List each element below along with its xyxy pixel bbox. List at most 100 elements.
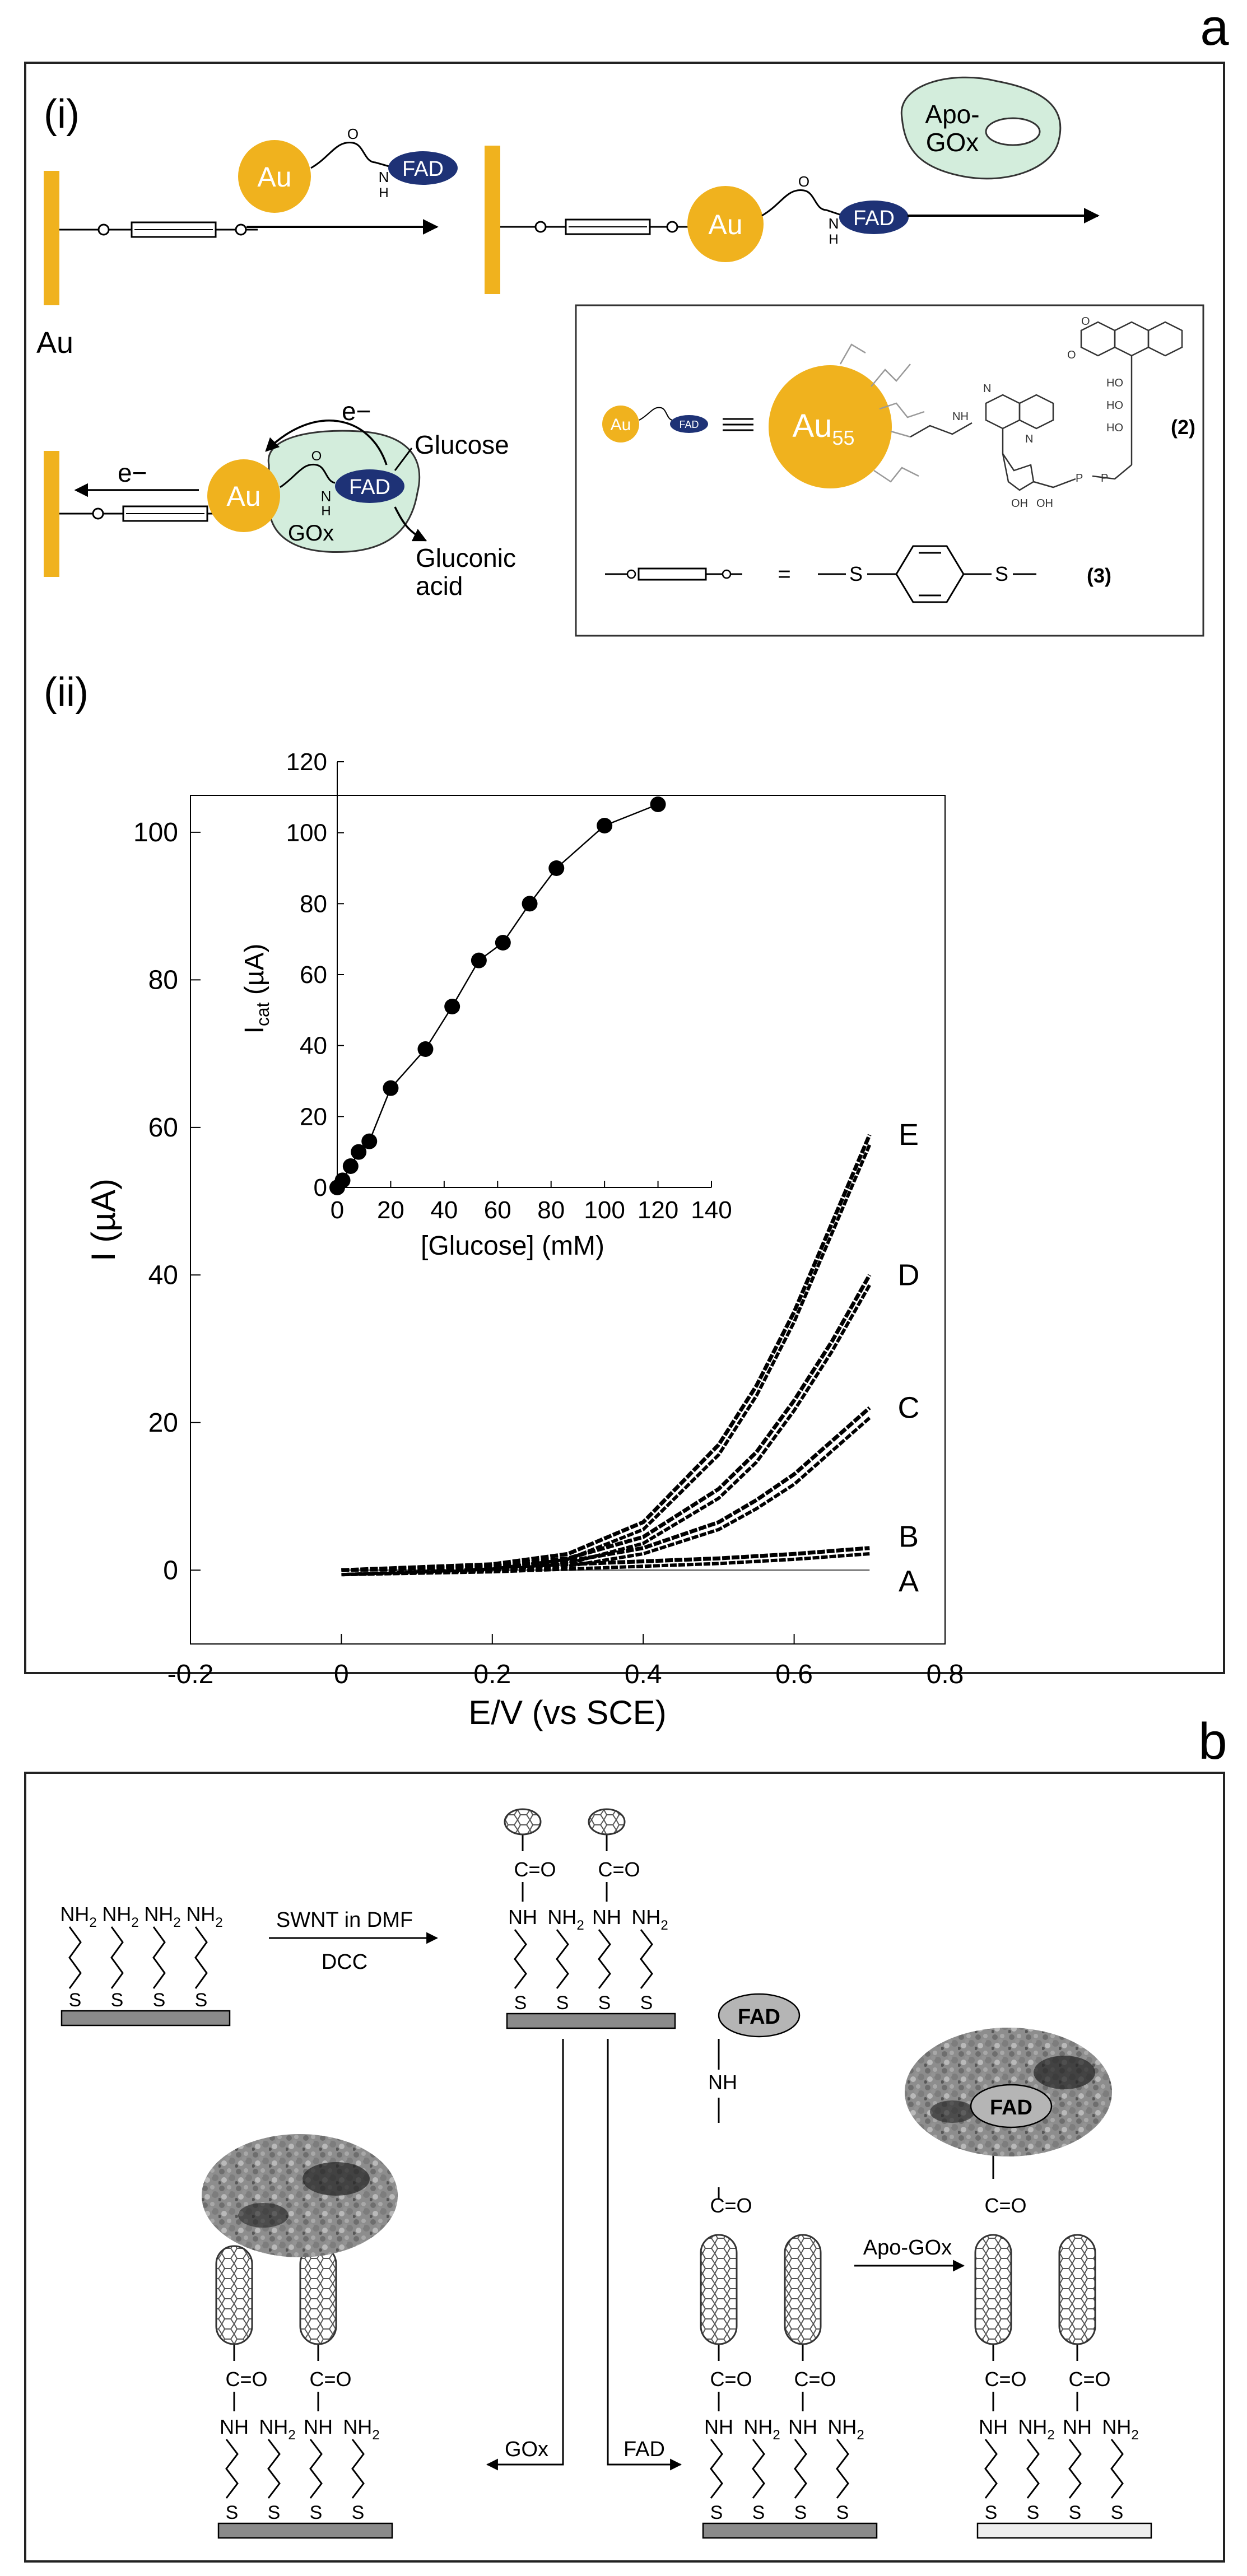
inset-y-tick-label: 20 [300, 1103, 327, 1130]
nh-label: NH [508, 1906, 537, 1928]
alkyl-chain [194, 1926, 208, 1989]
cv-series-E-forward [341, 1134, 872, 1572]
inset-data-point [417, 1041, 434, 1057]
inset-data-point [650, 796, 666, 812]
alkyl-chain [752, 2439, 765, 2499]
nh-label: NH [704, 2415, 733, 2438]
s-label: S [1111, 2502, 1124, 2523]
cv-chart: -0.2 0 0.2 0.4 0.6 0.8 0 20 40 60 80 100 AB C D E E/V … [85, 795, 964, 1731]
svg-text:OH: OH [1011, 497, 1028, 510]
nh2-label: NH2 [144, 1903, 180, 1930]
cv-series-C-return [341, 1417, 871, 1577]
inset-y-tick-label: 40 [300, 1032, 327, 1060]
inset-y-tick-label: 0 [314, 1174, 327, 1201]
inset-x-tick-label: 140 [691, 1196, 732, 1224]
alkyl-chain [556, 1929, 569, 1989]
svg-text:S: S [849, 562, 863, 585]
alkyl-chain [309, 2439, 323, 2499]
s-label: S [352, 2502, 365, 2523]
alkyl-chain [598, 1929, 611, 1989]
s-label: S [836, 2502, 849, 2523]
nh2-label: NH2 [259, 2415, 295, 2443]
alkyl-chain [1068, 2439, 1082, 2499]
nh-label: NH [592, 1906, 621, 1928]
nh2-label: NH2 [631, 1906, 668, 1933]
inset-x-tick-label: 80 [537, 1196, 565, 1224]
inset-x-tick-label: 60 [484, 1196, 511, 1224]
nh-label: NH [304, 2415, 333, 2438]
alkyl-chain [836, 2439, 849, 2499]
svg-text:=: = [778, 562, 790, 586]
inset-x-tick-label: 100 [584, 1196, 625, 1224]
gox-protein-left [202, 2134, 398, 2257]
inset-x-tick-label: 40 [430, 1196, 458, 1224]
svg-text:GOx: GOx [288, 521, 334, 546]
dcc-label: DCC [322, 1950, 367, 1974]
swnt-tube [504, 1808, 542, 1836]
nh2-label: NH2 [743, 2415, 780, 2443]
alkyl-chain [267, 2439, 281, 2499]
svg-text:O: O [1081, 315, 1090, 328]
inset-data-point [361, 1133, 378, 1149]
compound-3-label: (3) [1087, 564, 1111, 587]
inset-y-tick-label: 120 [286, 748, 327, 776]
inset-x-tick-label: 20 [377, 1196, 404, 1224]
cv-y-axis-label: I (µA) [85, 1178, 122, 1261]
svg-text:H: H [829, 232, 838, 247]
nh2-label: NH2 [102, 1903, 138, 1930]
cv-x-tick-label: -0.2 [167, 1660, 214, 1689]
swnt-reaction-label: SWNT in DMF [276, 1908, 413, 1932]
s-label: S [226, 2502, 239, 2523]
nh-label: NH [708, 2071, 737, 2094]
gluconic-acid-label-1: Gluconic [416, 543, 516, 572]
s-label: S [985, 2502, 998, 2523]
inset-x-tick-label: 0 [331, 1196, 344, 1224]
inset-y-tick-label: 100 [286, 819, 327, 847]
compound-2-label: (2) [1171, 416, 1195, 439]
electron-label-upper: e− [342, 397, 371, 426]
c-eq-o-label: C=O [794, 2368, 836, 2391]
s-label: S [195, 1990, 208, 2011]
s-label: S [752, 2502, 765, 2523]
alkyl-chain [794, 2439, 807, 2499]
svg-text:Apo-: Apo- [925, 100, 979, 129]
reagent-apo-gox: Apo- GOx [900, 76, 1062, 180]
apo-gox-step-label: Apo-GOx [863, 2236, 952, 2260]
inset-data-point [342, 1158, 359, 1174]
alkyl-chain [710, 2439, 723, 2499]
inset-data-point [383, 1080, 399, 1096]
inset-x-axis-label: [Glucose] (mM) [421, 1231, 604, 1261]
s-label: S [1069, 2502, 1082, 2523]
cv-series-D-forward [341, 1274, 872, 1572]
c-eq-o-label: C=O [225, 2368, 267, 2391]
arrow-fad-step [607, 2039, 682, 2471]
c-eq-o-label: C=O [710, 2368, 752, 2391]
s-label: S [640, 1992, 653, 2014]
scheme-step-reconstituted: Au O N H FAD GOx e− e− Glucose Gluconic … [44, 397, 516, 600]
c-eq-o-label: C=O [598, 1858, 640, 1881]
cv-plot-frame [190, 795, 946, 1645]
cv-y-tick-label: 100 [133, 818, 178, 847]
nh2-label: NH2 [343, 2415, 379, 2443]
svg-text:N: N [379, 169, 389, 185]
au55-label: Au55 [793, 408, 855, 449]
svg-text:P: P [1076, 472, 1083, 485]
svg-text:H: H [321, 504, 331, 519]
svg-text:HO: HO [1106, 399, 1123, 412]
swnt-tube [700, 2234, 738, 2345]
gold-substrate [61, 2010, 231, 2027]
c-eq-o-label: C=O [514, 1858, 556, 1881]
nh2-label: NH2 [60, 1903, 96, 1930]
gold-substrate [976, 2522, 1152, 2539]
panel-b-label: b [1198, 1713, 1227, 1770]
s-label: S [556, 1992, 569, 2014]
s-label: S [153, 1990, 166, 2011]
panel-b-frame [24, 1772, 1225, 2563]
alkyl-chain [152, 1926, 166, 1989]
nh-label: NH [1063, 2415, 1092, 2438]
s-label: S [514, 1992, 527, 2014]
inset-data-point [444, 999, 460, 1014]
swnt-tube [974, 2234, 1012, 2345]
svg-text:N: N [1025, 433, 1033, 445]
